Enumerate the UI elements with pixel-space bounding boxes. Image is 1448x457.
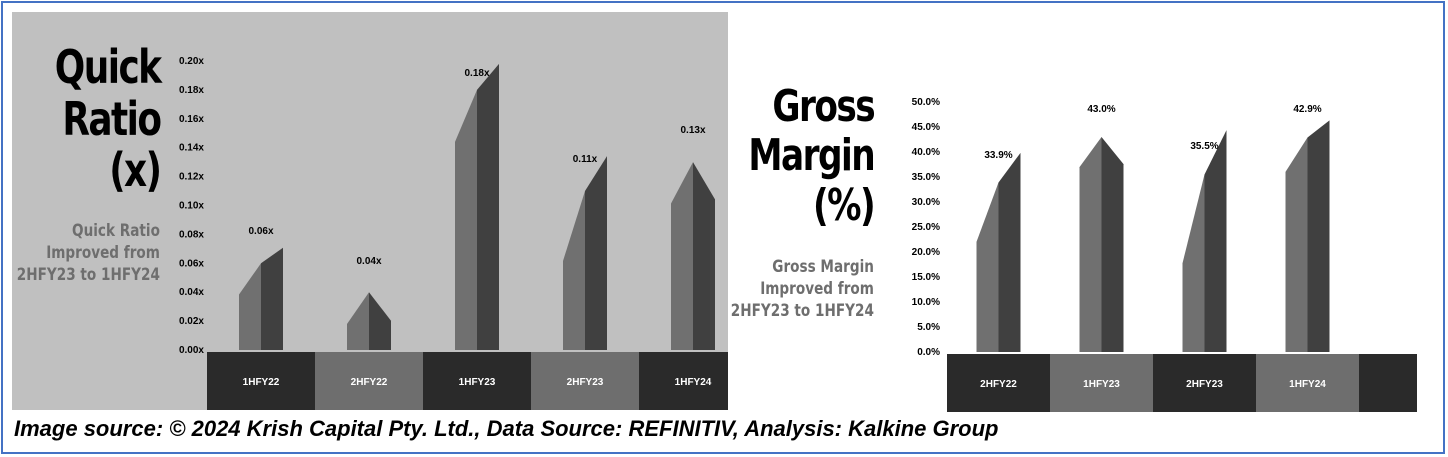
data-label: 0.04x <box>356 256 381 267</box>
image-source-caption: Image source: © 2024 Krish Capital Pty. … <box>14 416 999 441</box>
x-tick-label: 2HFY22 <box>351 377 388 388</box>
bar-face-dark <box>998 152 1021 352</box>
y-tick-label: 0.00x <box>179 345 204 356</box>
data-label: 0.11x <box>573 154 598 165</box>
title-line: (x) <box>108 143 162 198</box>
x-tick-label: 1HFY22 <box>243 377 280 388</box>
y-tick-label: 25.0% <box>912 222 940 233</box>
gross-margin-title: Gross Margin (%) <box>748 81 876 231</box>
data-label: 35.5% <box>1190 141 1218 152</box>
bar-face-light <box>1285 137 1308 352</box>
subtitle-line: Gross Margin <box>772 257 874 277</box>
subtitle-line: 2HFY23 to 1HFY24 <box>16 265 160 286</box>
y-tick-label: 15.0% <box>912 272 940 283</box>
bar-face-light <box>1079 137 1102 352</box>
bar-face-dark <box>369 292 391 350</box>
y-tick-label: 5.0% <box>917 322 940 333</box>
y-tick-label: 0.02x <box>179 316 204 327</box>
gross-margin-plot: 0.0% 5.0% 10.0% 15.0% 20.0% 25.0% 30.0% 35.0% 40… <box>912 97 1417 412</box>
y-tick-label: 0.18x <box>179 85 204 96</box>
bar-face-light <box>239 263 261 350</box>
y-tick-label: 45.0% <box>912 122 940 133</box>
subtitle-line: 2HFY23 to 1HFY24 <box>730 301 874 322</box>
bar-face-dark <box>477 63 499 350</box>
y-tick-label: 20.0% <box>912 247 940 258</box>
y-tick-label: 0.10x <box>179 201 204 212</box>
x-tick-label: 1HFY24 <box>1289 379 1326 390</box>
y-tick-label: 30.0% <box>912 197 940 208</box>
subtitle-line: Quick Ratio <box>72 221 160 241</box>
bar-face-dark <box>261 247 283 350</box>
bar-face-light <box>455 89 477 351</box>
category-box <box>947 354 1050 412</box>
y-tick-label: 0.06x <box>179 258 204 269</box>
y-tick-label: 35.0% <box>912 172 940 183</box>
bar-face-light <box>976 182 999 352</box>
y-tick-label: 0.04x <box>179 287 204 298</box>
y-tick-label: 0.08x <box>179 229 204 240</box>
bar-face-dark <box>585 156 607 350</box>
title-line: Ratio <box>61 91 162 146</box>
bar-face-light <box>671 162 693 350</box>
title-line: Margin <box>748 130 875 182</box>
y-tick-label: 0.0% <box>917 347 940 358</box>
x-tick-label: 1HFY23 <box>459 377 496 388</box>
bar-face-light <box>563 191 585 350</box>
y-tick-label: 40.0% <box>912 147 940 158</box>
bar-face-dark <box>1101 137 1124 352</box>
category-box <box>1153 354 1256 412</box>
bar-face-dark <box>1307 120 1330 352</box>
title-line: (%) <box>812 179 876 231</box>
bar-face-light <box>1182 174 1205 352</box>
x-tick-label: 2HFY23 <box>1186 379 1223 390</box>
data-label: 43.0% <box>1087 104 1115 115</box>
x-tick-label: 1HFY24 <box>675 377 712 388</box>
bar-face-light <box>347 292 369 350</box>
subtitle-line: Improved from <box>760 279 874 300</box>
category-box <box>1359 354 1417 412</box>
category-box <box>423 352 531 410</box>
bar-face-dark <box>1204 130 1227 352</box>
category-box <box>207 352 315 410</box>
data-label: 0.13x <box>680 125 705 136</box>
title-line: Gross <box>772 81 875 132</box>
quick-ratio-title: Quick Ratio (x) <box>54 40 162 198</box>
category-box <box>639 352 728 410</box>
x-tick-label: 1HFY23 <box>1083 379 1120 390</box>
category-box <box>1256 354 1359 412</box>
x-tick-label: 2HFY23 <box>567 377 604 388</box>
data-label: 33.9% <box>984 150 1012 161</box>
title-line: Quick <box>54 40 161 94</box>
quick-ratio-subtitle: Quick Ratio Improved from 2HFY23 to 1HFY… <box>17 220 160 286</box>
data-label: 0.18x <box>464 68 489 79</box>
data-label: 0.06x <box>248 226 273 237</box>
y-tick-label: 0.12x <box>179 172 204 183</box>
category-box <box>531 352 639 410</box>
category-box <box>315 352 423 410</box>
x-tick-label: 2HFY22 <box>980 379 1017 390</box>
quick-ratio-plot: 0.00x 0.02x 0.04x 0.06x 0.08x 0.10x 0.12x 0.14x… <box>179 56 728 410</box>
gross-margin-chart: Gross Margin (%) Gross Margin Improved f… <box>731 60 1422 412</box>
data-label: 42.9% <box>1293 104 1321 115</box>
y-tick-label: 10.0% <box>912 297 940 308</box>
y-tick-label: 0.14x <box>179 143 204 154</box>
category-box <box>1050 354 1153 412</box>
y-tick-label: 0.20x <box>179 56 204 67</box>
y-tick-label: 0.16x <box>179 114 204 125</box>
subtitle-line: Improved from <box>46 243 160 264</box>
quick-ratio-chart: Quick Ratio (x) Quick Ratio Improved fro… <box>12 12 728 410</box>
y-tick-label: 50.0% <box>912 97 940 108</box>
gross-margin-subtitle: Gross Margin Improved from 2HFY23 to 1HF… <box>731 256 874 322</box>
bar-face-dark <box>693 162 715 350</box>
